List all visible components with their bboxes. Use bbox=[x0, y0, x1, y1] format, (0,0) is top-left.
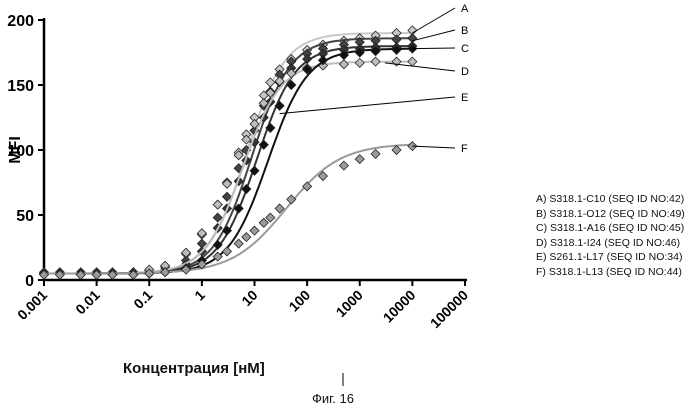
data-point bbox=[371, 149, 380, 158]
chart-legend: A) S318.1-C10 (SEQ ID NO:42) B) S318.1-O… bbox=[536, 192, 685, 279]
y-tick-label: 150 bbox=[7, 78, 34, 95]
chart-series bbox=[40, 26, 417, 279]
data-point bbox=[371, 57, 380, 66]
callout-label: D bbox=[461, 66, 469, 78]
data-point bbox=[408, 57, 417, 66]
y-axis-label: MFI bbox=[7, 136, 24, 164]
data-point bbox=[250, 226, 259, 235]
legend-item-e: E) S261.1-L17 (SEQ ID NO:34) bbox=[536, 250, 685, 265]
callout-label: F bbox=[461, 143, 468, 155]
data-point bbox=[222, 247, 231, 256]
data-point bbox=[242, 233, 251, 242]
data-point bbox=[287, 195, 296, 204]
series-line bbox=[44, 62, 412, 274]
series-d bbox=[40, 57, 417, 277]
y-tick-label: 200 bbox=[7, 13, 34, 30]
legend-item-c: C) S318.1-A16 (SEQ ID NO:45) bbox=[536, 221, 685, 236]
x-tick-label: 0.1 bbox=[130, 287, 155, 312]
x-tick-label: 0.01 bbox=[72, 287, 103, 318]
data-point bbox=[275, 101, 284, 110]
data-point bbox=[339, 60, 348, 69]
series-line bbox=[44, 33, 412, 274]
callout-label: C bbox=[461, 43, 469, 55]
x-axis-label: Концентрация [нМ] bbox=[123, 360, 265, 377]
data-point bbox=[355, 58, 364, 67]
y-tick-label: 0 bbox=[25, 273, 34, 290]
callout-line bbox=[412, 146, 455, 148]
figure-caption: Фиг. 16 bbox=[312, 391, 354, 406]
data-point bbox=[266, 213, 275, 222]
legend-item-b: B) S318.1-O12 (SEQ ID NO:49) bbox=[536, 207, 685, 222]
callout-label: B bbox=[461, 25, 468, 37]
x-tick-label: 10 bbox=[238, 287, 260, 309]
x-tick-label: 0.001 bbox=[14, 287, 50, 323]
y-tick-label: 50 bbox=[16, 208, 34, 225]
legend-item-d: D) S318.1-I24 (SEQ ID NO:46) bbox=[536, 236, 685, 251]
data-point bbox=[234, 239, 243, 248]
x-tick-label: 1 bbox=[191, 287, 208, 304]
x-tick-label: 10000 bbox=[380, 287, 419, 326]
series-line bbox=[44, 38, 412, 273]
data-point bbox=[213, 200, 222, 209]
data-point bbox=[355, 155, 364, 164]
legend-item-a: A) S318.1-C10 (SEQ ID NO:42) bbox=[536, 192, 685, 207]
callout-label: A bbox=[461, 3, 469, 15]
x-tick-label: 1000 bbox=[333, 287, 366, 320]
callout-label: E bbox=[461, 92, 468, 104]
callout-line bbox=[412, 48, 455, 49]
callout-line bbox=[412, 30, 455, 41]
data-point bbox=[339, 161, 348, 170]
data-point bbox=[259, 218, 268, 227]
callout-line bbox=[412, 8, 455, 33]
x-tick-label: 100000 bbox=[427, 287, 471, 331]
callout-line bbox=[385, 63, 455, 71]
legend-item-f: F) S318.1-L13 (SEQ ID NO:44) bbox=[536, 265, 685, 280]
data-point bbox=[303, 182, 312, 191]
x-tick-label: 100 bbox=[285, 287, 313, 315]
callout-line bbox=[280, 97, 455, 114]
data-point bbox=[242, 185, 251, 194]
data-point bbox=[303, 55, 312, 64]
